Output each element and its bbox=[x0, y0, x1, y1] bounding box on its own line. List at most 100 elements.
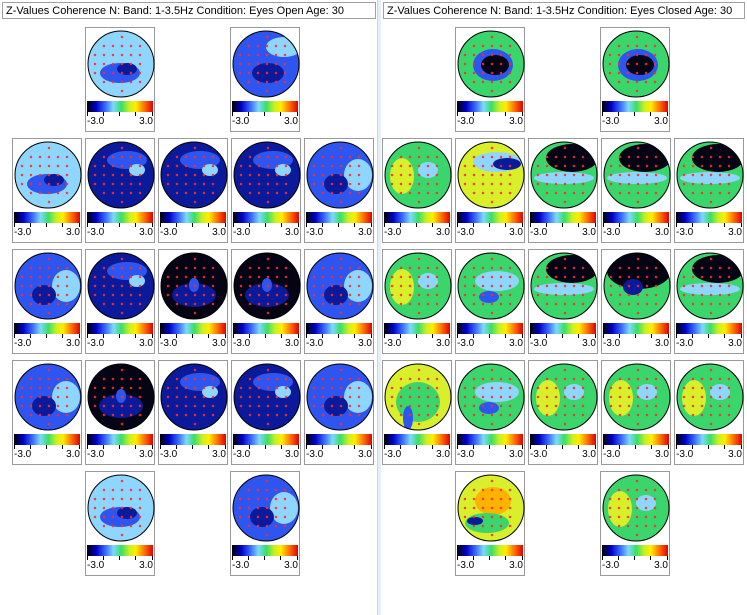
topomap-cell: -3.0 3.0 bbox=[455, 471, 525, 576]
electrode-marker bbox=[481, 488, 485, 492]
color-scale-bar bbox=[87, 323, 153, 334]
electrode-marker bbox=[284, 275, 288, 279]
electrode-marker bbox=[102, 80, 106, 84]
electrode-marker bbox=[709, 164, 713, 168]
electrode-marker bbox=[102, 191, 106, 195]
electrode-marker bbox=[435, 155, 439, 159]
electrode-marker bbox=[248, 164, 252, 168]
electrode-marker bbox=[508, 293, 512, 297]
electrode-marker bbox=[536, 275, 540, 279]
electrode-marker bbox=[20, 182, 24, 186]
electrode-marker bbox=[247, 497, 251, 501]
electrode-marker bbox=[654, 164, 658, 168]
electrode-marker bbox=[426, 386, 430, 390]
electrode-marker bbox=[138, 155, 142, 159]
electrode-marker bbox=[435, 404, 439, 408]
electrode-marker bbox=[339, 302, 343, 306]
topomap-cell: -3.0 3.0 bbox=[231, 138, 301, 243]
electrode-marker bbox=[129, 182, 133, 186]
scale-max-label: 3.0 bbox=[358, 338, 372, 349]
electrode-marker bbox=[554, 275, 558, 279]
electrode-marker bbox=[508, 506, 512, 510]
electrode-marker bbox=[248, 173, 252, 177]
electrode-marker bbox=[472, 302, 476, 306]
scale-min-label: -3.0 bbox=[530, 338, 548, 349]
electrode-marker bbox=[463, 275, 467, 279]
electrode-marker bbox=[202, 191, 206, 195]
electrode-marker bbox=[626, 62, 630, 66]
electrode-marker bbox=[65, 173, 69, 177]
electrode-marker bbox=[111, 524, 115, 528]
color-scale-ticks bbox=[530, 223, 596, 227]
electrode-marker bbox=[29, 191, 33, 195]
electrode-marker bbox=[727, 275, 731, 279]
electrode-marker bbox=[654, 413, 658, 417]
electrode-marker bbox=[618, 395, 622, 399]
electrode-marker bbox=[111, 44, 115, 48]
electrode-marker bbox=[691, 191, 695, 195]
electrode-marker bbox=[645, 182, 649, 186]
electrode-marker bbox=[727, 182, 731, 186]
electrode-marker bbox=[435, 293, 439, 297]
electrode-marker bbox=[102, 515, 106, 519]
electrode-marker bbox=[266, 275, 270, 279]
scale-min-label: -3.0 bbox=[602, 560, 620, 571]
electrode-marker bbox=[284, 284, 288, 288]
electrode-marker bbox=[481, 395, 485, 399]
electrode-marker bbox=[399, 284, 403, 288]
electrode-marker bbox=[653, 524, 657, 528]
electrode-marker bbox=[635, 44, 639, 48]
electrode-marker bbox=[508, 44, 512, 48]
color-scale-ticks bbox=[233, 445, 299, 449]
electrode-marker bbox=[700, 413, 704, 417]
electrode-marker bbox=[202, 386, 206, 390]
electrode-marker bbox=[545, 404, 549, 408]
scale-min-label: -3.0 bbox=[457, 227, 475, 238]
electrode-marker bbox=[284, 293, 288, 297]
electrode-marker bbox=[283, 515, 287, 519]
electrode-marker bbox=[120, 302, 124, 306]
electrode-marker bbox=[545, 173, 549, 177]
electrode-marker bbox=[626, 44, 630, 48]
electrode-marker bbox=[193, 191, 197, 195]
panel-divider[interactable] bbox=[377, 0, 382, 615]
electrode-marker bbox=[718, 275, 722, 279]
electrode-marker bbox=[472, 293, 476, 297]
electrode-marker bbox=[508, 377, 512, 381]
electrode-marker bbox=[202, 284, 206, 288]
electrode-marker bbox=[111, 53, 115, 57]
topographic-map bbox=[232, 474, 300, 542]
scale-max-label: 3.0 bbox=[436, 338, 450, 349]
topographic-map bbox=[160, 363, 228, 431]
electrode-marker bbox=[536, 164, 540, 168]
electrode-marker bbox=[312, 275, 316, 279]
electrode-marker bbox=[481, 44, 485, 48]
electrode-marker bbox=[120, 284, 124, 288]
electrode-marker bbox=[700, 191, 704, 195]
electrode-marker bbox=[508, 173, 512, 177]
scale-min-label: -3.0 bbox=[87, 338, 105, 349]
electrode-marker bbox=[481, 506, 485, 510]
electrode-marker bbox=[102, 497, 106, 501]
electrode-marker bbox=[321, 164, 325, 168]
electrode-marker bbox=[636, 266, 640, 270]
electrode-marker bbox=[390, 284, 394, 288]
electrode-marker bbox=[202, 266, 206, 270]
electrode-marker bbox=[627, 191, 631, 195]
electrode-marker bbox=[239, 404, 243, 408]
electrode-marker bbox=[490, 173, 494, 177]
electrode-marker bbox=[357, 413, 361, 417]
electrode-marker bbox=[709, 422, 713, 426]
color-scale-ticks bbox=[233, 334, 299, 338]
scale-min-label: -3.0 bbox=[87, 560, 105, 571]
scale-min-label: -3.0 bbox=[603, 449, 621, 460]
electrode-marker bbox=[238, 71, 242, 75]
electrode-marker bbox=[627, 386, 631, 390]
electrode-marker bbox=[645, 155, 649, 159]
electrode-marker bbox=[426, 395, 430, 399]
electrode-marker bbox=[348, 164, 352, 168]
electrode-marker bbox=[435, 275, 439, 279]
electrode-marker bbox=[490, 44, 494, 48]
electrode-marker bbox=[618, 293, 622, 297]
electrode-marker bbox=[65, 377, 69, 381]
